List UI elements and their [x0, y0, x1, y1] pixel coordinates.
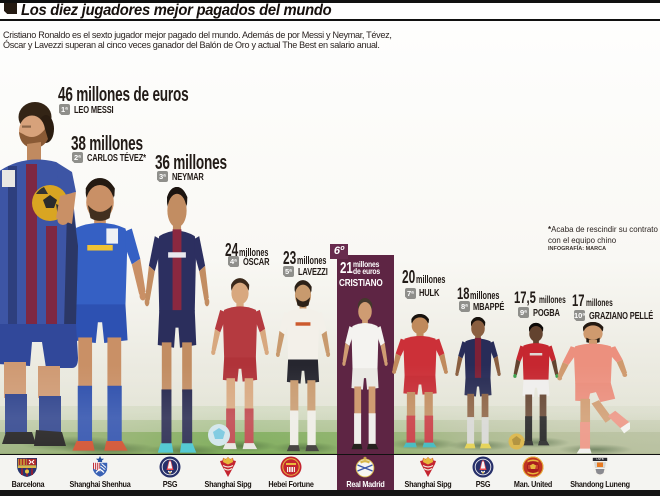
svg-text:LNTB: LNTB	[596, 457, 603, 461]
